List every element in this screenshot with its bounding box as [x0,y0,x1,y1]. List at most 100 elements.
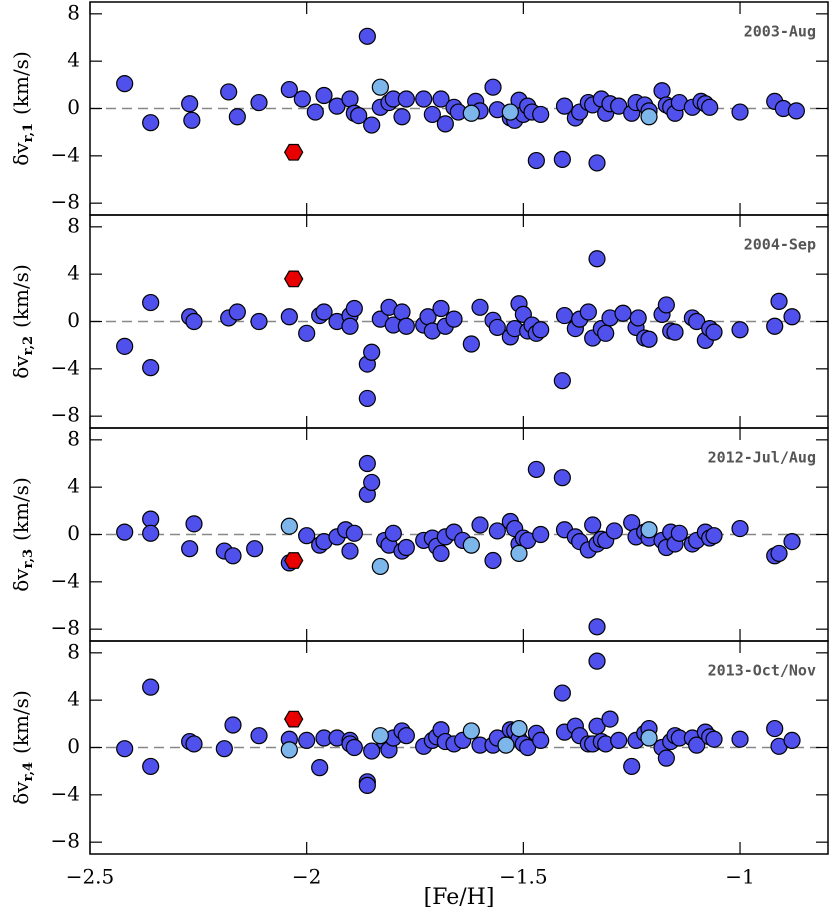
point [657,296,675,314]
point [215,740,233,758]
point [280,80,298,99]
y-label-symbol: δv [9,568,33,592]
point [315,303,333,321]
point [371,727,389,745]
point [363,116,381,134]
point [283,552,304,569]
point [731,730,749,748]
point [397,727,415,745]
point [555,97,574,115]
point [306,103,324,121]
point [228,303,246,321]
point [311,759,329,777]
y-tick-label: 0 [67,308,80,332]
y-tick-label: 4 [67,474,80,498]
point [358,454,376,473]
point [553,372,571,390]
point [181,540,199,558]
point [670,524,688,542]
y-label-subscript: r,1 [21,123,36,142]
y-tick-label: −8 [51,829,80,853]
point [510,719,528,738]
point [328,97,346,115]
point [397,538,415,557]
x-tick-label: −1 [725,865,754,889]
point [553,469,571,487]
y-label-unit: (km/s) [9,264,33,328]
point [345,738,363,757]
point [462,536,480,554]
point [731,519,749,538]
point [766,719,784,738]
point [181,95,199,113]
y-axis-label: δvr,1 (km/s) [9,51,36,166]
point [436,115,454,133]
point [116,523,134,541]
point [610,731,628,750]
point [653,82,671,100]
y-tick-label: −4 [51,355,80,379]
point [298,731,316,750]
y-tick-label: −8 [51,616,80,640]
point [666,323,684,341]
point [553,684,571,702]
point [688,736,706,754]
point [371,78,389,96]
point [142,293,160,312]
point [731,321,749,339]
point [605,522,623,540]
point [250,727,268,745]
point [224,716,242,734]
x-tick-label: −2.5 [66,865,115,889]
point [640,729,658,747]
point [283,143,304,161]
point [415,90,433,108]
point [588,652,606,670]
point [432,544,450,563]
point [601,710,619,728]
point [657,749,675,767]
point [341,317,359,335]
point [532,321,550,339]
point [640,108,658,126]
point [445,310,463,328]
point [484,78,502,96]
point [640,330,658,348]
point [183,111,201,129]
y-label-unit: (km/s) [9,477,33,541]
point [584,516,602,534]
y-label-symbol: δv [9,355,33,379]
point [783,731,801,750]
y-tick-label: 8 [67,213,80,237]
point [597,324,615,342]
point [488,318,506,337]
point [471,298,489,316]
y-label-subscript: r,3 [21,549,36,568]
point [701,98,719,116]
point [393,108,411,126]
point [185,735,203,753]
point [142,757,160,776]
point [705,323,723,341]
point [358,27,376,45]
point [510,544,528,563]
point [629,309,647,327]
y-tick-label: 4 [67,687,80,711]
point [228,108,246,126]
y-tick-label: −4 [51,568,80,592]
point [293,90,311,108]
point [488,522,506,540]
point [432,299,450,318]
point [484,551,502,570]
point [471,516,489,534]
point [614,304,632,322]
y-tick-label: −8 [51,190,80,214]
y-axis-label: δvr,4 (km/s) [9,690,36,805]
point [519,738,537,757]
y-tick-label: −4 [51,781,80,805]
point [532,525,550,544]
point [371,557,389,576]
point [358,776,376,794]
point [462,722,480,740]
